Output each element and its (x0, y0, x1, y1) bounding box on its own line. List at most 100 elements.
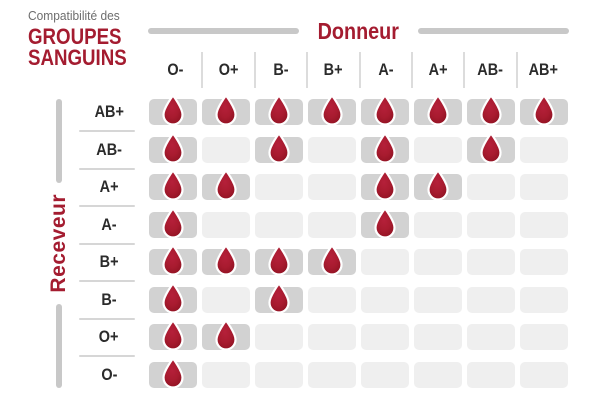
cell-B+-from-AB--incompatible (467, 249, 515, 275)
blood-drop-icon (480, 131, 502, 164)
decorative-bar-right (417, 27, 569, 34)
cell-AB+-from-B--compatible (255, 94, 303, 126)
cell-A+-from-AB+-incompatible (520, 174, 568, 200)
cell-A+-from-A+-compatible (414, 169, 462, 201)
cell-AB+-from-B+-compatible (308, 94, 356, 126)
cell-A--from-B--incompatible (255, 211, 303, 238)
donor-col-header-label: B+ (323, 60, 343, 79)
cell-O+-from-O+-compatible (202, 319, 250, 351)
cell-B--from-A+-incompatible (414, 286, 462, 313)
donor-axis-header: Donneur (148, 19, 569, 42)
receiver-row-header-label: A- (101, 214, 117, 234)
blood-drop-icon (162, 356, 184, 389)
cell-A--from-O+-incompatible (202, 211, 250, 238)
receiver-row-header-O-: O- (85, 362, 133, 388)
cell-O+-from-A--incompatible (361, 324, 409, 350)
title-prefix: Compatibilité des (28, 8, 120, 23)
receiver-row-header-A-: A- (79, 212, 135, 245)
cell-B+-from-O--compatible (149, 244, 197, 276)
donor-col-header-label: O+ (218, 60, 239, 79)
blood-drop-icon (321, 94, 343, 126)
blood-drop-icon (268, 281, 290, 314)
cell-B--from-A--incompatible (361, 286, 409, 313)
cell-A--from-AB+-incompatible (520, 211, 568, 238)
cell-O--from-B+-incompatible (308, 361, 356, 388)
compatibility-grid (149, 94, 568, 389)
cell-B+-from-O+-compatible (202, 244, 250, 276)
donor-col-header-label: AB- (477, 60, 504, 79)
donor-col-header-A-: A- (358, 52, 411, 88)
cell-O+-from-B--incompatible (255, 324, 303, 350)
cell-O+-from-O--compatible (149, 319, 197, 351)
donor-col-header-O-: O- (149, 52, 201, 88)
cell-A+-from-B--incompatible (255, 174, 303, 200)
donor-col-header-label: A- (378, 60, 394, 79)
blood-drop-icon (374, 206, 396, 239)
blood-drop-icon (215, 169, 237, 201)
receiver-row-header-label: AB- (96, 139, 122, 159)
cell-O+-from-AB--incompatible (467, 324, 515, 350)
cell-AB--from-A+-incompatible (414, 136, 462, 163)
cell-B+-from-B+-compatible (308, 244, 356, 276)
cell-AB--from-B+-incompatible (308, 136, 356, 163)
cell-B--from-B--compatible (255, 281, 303, 314)
blood-drop-icon (268, 244, 290, 276)
blood-drop-icon (321, 244, 343, 276)
cell-B--from-AB+-incompatible (520, 286, 568, 313)
receiver-axis-title: Receveur (47, 194, 70, 293)
cell-O+-from-AB+-incompatible (520, 324, 568, 350)
cell-AB--from-A--compatible (361, 131, 409, 164)
receiver-row-header-label: O- (100, 364, 118, 384)
blood-drop-icon (162, 319, 184, 351)
chart-title: Compatibilité des GROUPES SANGUINS (28, 8, 144, 70)
receiver-row-header-label: AB+ (94, 102, 124, 121)
blood-drop-icon (427, 94, 449, 126)
cell-B+-from-A--incompatible (361, 249, 409, 275)
blood-drop-icon (162, 94, 184, 126)
cell-AB+-from-A+-compatible (414, 94, 462, 126)
decorative-bar-bottom (56, 303, 62, 388)
cell-A+-from-O--compatible (149, 169, 197, 201)
cell-A--from-AB--incompatible (467, 211, 515, 238)
blood-drop-icon (480, 94, 502, 126)
blood-drop-icon (162, 169, 184, 201)
cell-B+-from-AB+-incompatible (520, 249, 568, 275)
receiver-row-header-B+: B+ (79, 249, 135, 282)
donor-col-header-B+: B+ (306, 52, 358, 88)
receiver-row-header-O+: O+ (79, 324, 135, 357)
blood-drop-icon (162, 281, 184, 314)
receiver-row-header-label: B+ (99, 252, 119, 271)
cell-A+-from-AB--incompatible (467, 174, 515, 200)
cell-A+-from-B+-incompatible (308, 174, 356, 200)
cell-B--from-AB--incompatible (467, 286, 515, 313)
donor-col-header-O+: O+ (201, 52, 253, 88)
cell-AB--from-O--compatible (149, 131, 197, 164)
cell-AB+-from-O+-compatible (202, 94, 250, 126)
receiver-row-header-label: A+ (99, 177, 119, 196)
cell-O+-from-A+-incompatible (414, 324, 462, 350)
cell-A+-from-O+-compatible (202, 169, 250, 201)
blood-drop-icon (268, 131, 290, 164)
cell-O--from-A+-incompatible (414, 361, 462, 388)
receiver-row-header-A+: A+ (79, 174, 135, 207)
donor-col-header-label: AB+ (528, 60, 558, 79)
receiver-row-header-label: O+ (99, 327, 119, 346)
donor-col-header-AB-: AB- (463, 52, 515, 88)
blood-drop-icon (374, 94, 396, 126)
blood-drop-icon (162, 131, 184, 164)
cell-A--from-B+-incompatible (308, 211, 356, 238)
cell-B--from-B+-incompatible (308, 286, 356, 313)
cell-A--from-A--compatible (361, 206, 409, 239)
receiver-row-header-AB-: AB- (79, 137, 135, 170)
receiver-row-labels: AB+ AB- A+ A- B+ B- O+ O- (79, 99, 135, 388)
cell-O--from-O+-incompatible (202, 361, 250, 388)
cell-B--from-O--compatible (149, 281, 197, 314)
donor-col-header-label: A+ (428, 60, 448, 79)
blood-drop-icon (427, 169, 449, 201)
blood-drop-icon (374, 169, 396, 201)
cell-AB+-from-A--compatible (361, 94, 409, 126)
cell-O+-from-B+-incompatible (308, 324, 356, 350)
donor-col-header-A+: A+ (410, 52, 463, 88)
blood-drop-icon (215, 319, 237, 351)
title-sanguins: SANGUINS (28, 45, 127, 70)
